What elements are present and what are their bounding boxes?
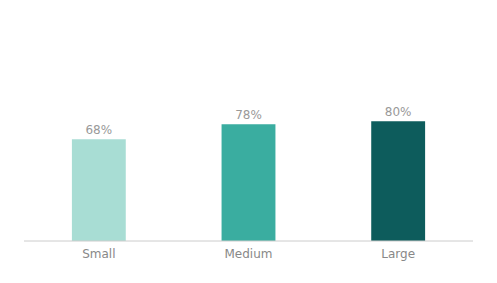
svg-text:78%: 78%: [235, 108, 262, 122]
svg-text:Large: Large: [381, 247, 415, 261]
svg-text:Medium: Medium: [225, 247, 273, 261]
svg-text:Small: Small: [82, 247, 115, 261]
svg-text:80%: 80%: [385, 105, 412, 119]
svg-text:68%: 68%: [85, 123, 112, 137]
